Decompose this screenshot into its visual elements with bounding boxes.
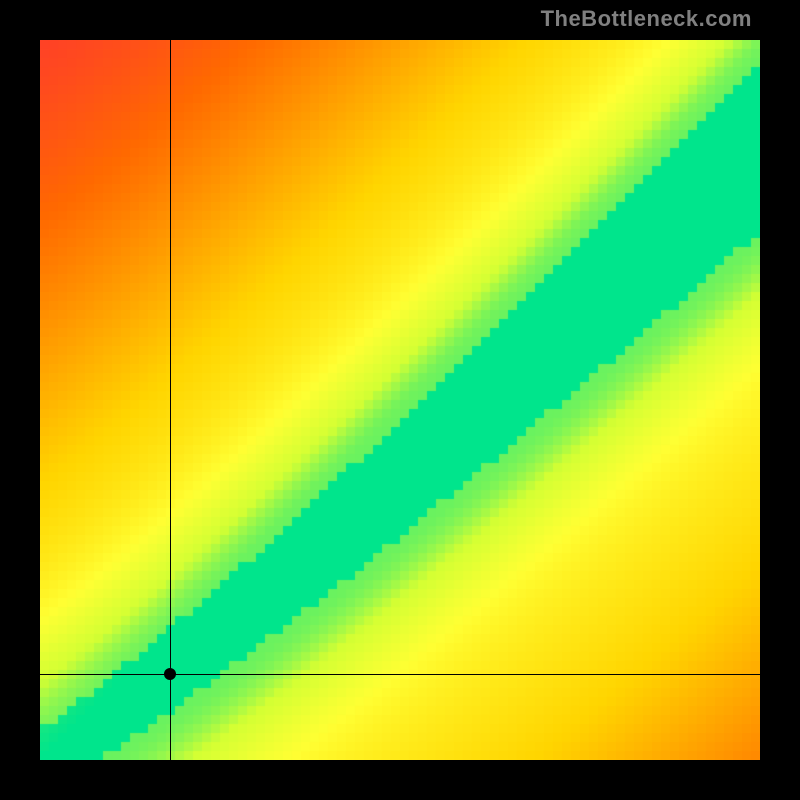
crosshair-vertical	[170, 40, 171, 760]
watermark-attribution: TheBottleneck.com	[541, 6, 752, 32]
selected-point-marker	[164, 668, 176, 680]
crosshair-horizontal	[40, 674, 760, 675]
bottleneck-heatmap-plot	[40, 40, 760, 760]
heatmap-canvas	[40, 40, 760, 760]
